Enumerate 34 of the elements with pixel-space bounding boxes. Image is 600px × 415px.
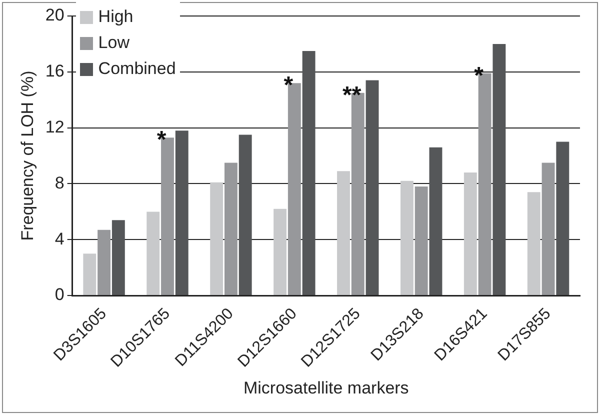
bar — [274, 208, 287, 296]
bar — [112, 220, 125, 296]
x-axis-title: Microsatellite markers — [244, 378, 409, 398]
bar — [556, 142, 570, 296]
bar — [175, 130, 188, 296]
bar — [210, 182, 224, 296]
bar — [302, 50, 316, 296]
legend-label: Low — [98, 33, 130, 53]
bar — [464, 172, 477, 296]
bar — [429, 147, 442, 296]
y-axis-title: Frequency of LOH (%) — [18, 70, 37, 241]
bar — [414, 186, 428, 296]
y-tick-label: 20 — [45, 6, 64, 25]
y-tick-label: 0 — [54, 285, 64, 304]
bar — [542, 162, 555, 296]
bar — [146, 212, 160, 296]
bar — [492, 44, 506, 296]
bar — [366, 80, 379, 296]
legend-label: High — [98, 7, 134, 27]
y-tick-label: 16 — [45, 62, 64, 81]
bar — [400, 180, 414, 296]
bar — [224, 162, 238, 296]
y-tick-label: 8 — [54, 173, 64, 192]
bar — [98, 230, 111, 296]
bar — [527, 192, 540, 296]
bar — [83, 254, 96, 296]
annotation: * — [284, 72, 294, 100]
y-tick-label: 4 — [54, 229, 64, 248]
annotation: ** — [342, 82, 362, 109]
bar — [337, 171, 350, 296]
bar — [238, 134, 252, 296]
legend-label: Combined — [98, 59, 176, 79]
annotation: * — [156, 126, 167, 154]
y-tick-label: 12 — [45, 118, 64, 137]
